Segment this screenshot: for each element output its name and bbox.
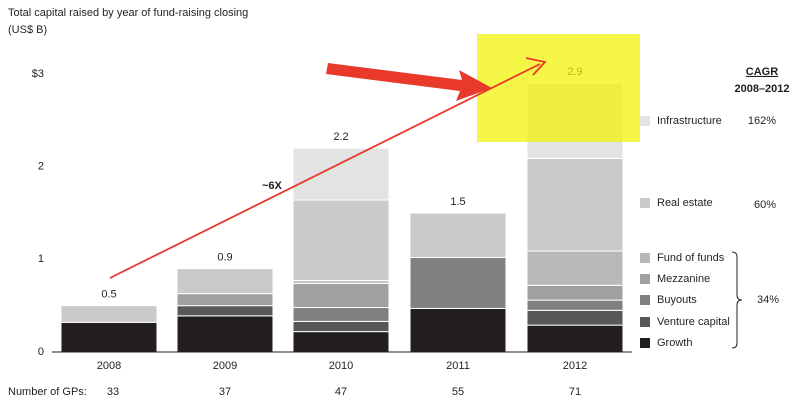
legend-swatch	[640, 295, 650, 305]
bar-segment	[292, 282, 390, 309]
bar-segment	[176, 293, 274, 307]
bar-segment	[526, 250, 624, 286]
x-tick-label: 2011	[446, 360, 470, 372]
bar-segment	[526, 284, 624, 301]
plot: 0 1 2 $3 0.5 2008 33 0.9 2009 37 2.2 2010 47 1.5 2011 5…	[32, 66, 730, 398]
legend-label: Infrastructure	[657, 115, 722, 127]
annotation: ~6X	[262, 180, 283, 192]
bar-segment	[60, 321, 158, 353]
total-label: 0.9	[217, 252, 232, 264]
legend-swatch	[640, 116, 650, 126]
cagr-title: CAGR	[746, 66, 778, 78]
total-label: 2.2	[333, 131, 348, 143]
cagr-value: 60%	[754, 199, 776, 211]
bar-segment	[292, 331, 390, 353]
y-tick-label: $3	[32, 68, 44, 80]
trend-arrow	[109, 63, 541, 279]
x-tick-label: 2008	[97, 360, 121, 372]
highlight	[477, 34, 640, 142]
brace	[731, 251, 743, 349]
bar-segment	[409, 307, 507, 353]
gp-count: 71	[569, 386, 581, 398]
x-tick-label: 2012	[563, 360, 587, 372]
y-tick-label: 2	[38, 161, 44, 173]
legend-label: Real estate	[657, 197, 713, 209]
gp-label: Number of GPs:	[8, 386, 87, 398]
bar-segment	[292, 147, 390, 201]
legend-label: Fund of funds	[657, 252, 725, 264]
bar-segment	[526, 324, 624, 353]
bar-segment	[409, 212, 507, 258]
legend-swatch	[640, 317, 650, 327]
legend-label: Venture capital	[657, 316, 730, 328]
y-tick-label: 0	[38, 346, 44, 358]
bar-segment	[409, 256, 507, 309]
chart-title: Total capital raised by year of fund-rai…	[8, 7, 248, 19]
chart-subtitle: (US$ B)	[8, 24, 47, 36]
legend-swatch	[640, 274, 650, 284]
legend-swatch	[640, 198, 650, 208]
legend-label: Mezzanine	[657, 273, 710, 285]
bar-segment	[292, 199, 390, 282]
cagr-period: 2008–2012	[734, 83, 789, 95]
bar-segment	[292, 307, 390, 322]
bar-segment	[176, 305, 274, 317]
bar-segment	[176, 315, 274, 353]
bar-segment	[526, 157, 624, 252]
gp-count: 33	[107, 386, 119, 398]
legend-swatch	[640, 338, 650, 348]
gp-count: 47	[335, 386, 347, 398]
legend-label: Buyouts	[657, 294, 697, 306]
bar-segment	[292, 320, 390, 333]
total-label: 1.5	[450, 196, 465, 208]
bar-segment	[176, 268, 274, 295]
x-tick-label: 2010	[329, 360, 353, 372]
cagr-value: 162%	[748, 115, 776, 127]
bar-segment	[60, 305, 158, 323]
arrow-head	[525, 57, 547, 76]
pointer-arrow	[326, 63, 492, 101]
x-tick-label: 2009	[213, 360, 237, 372]
y-tick-label: 1	[38, 253, 44, 265]
cagr-value: 34%	[757, 294, 779, 306]
legend-swatch	[640, 253, 650, 263]
bar-segment	[526, 309, 624, 326]
gp-count: 55	[452, 386, 464, 398]
gp-count: 37	[219, 386, 231, 398]
total-label: 0.5	[101, 289, 116, 301]
legend-label: Growth	[657, 337, 692, 349]
bar-segment	[526, 299, 624, 311]
